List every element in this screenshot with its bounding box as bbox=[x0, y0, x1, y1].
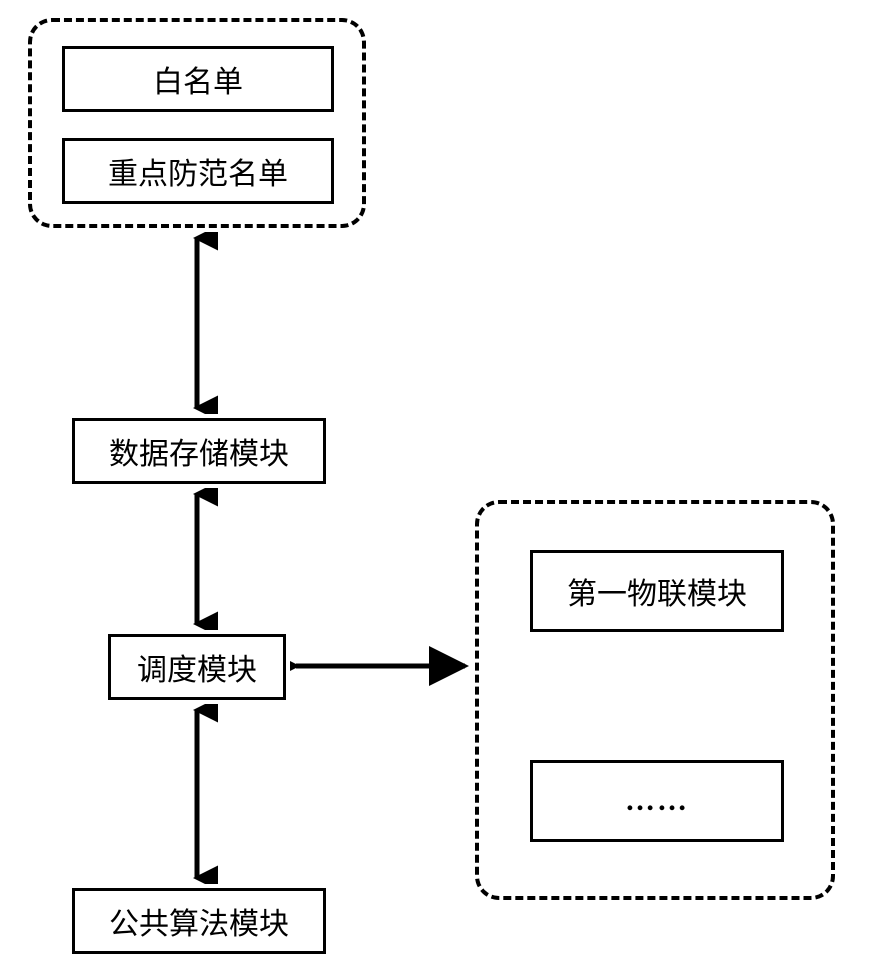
node-watchlist-label: 重点防范名单 bbox=[108, 149, 288, 193]
node-iot-module-1-label: 第一物联模块 bbox=[567, 569, 747, 613]
node-dispatch-label: 调度模块 bbox=[137, 645, 257, 689]
edge-dispatch-to-algo bbox=[176, 704, 218, 884]
edge-storage-to-dispatch bbox=[176, 488, 218, 630]
node-iot-more-label: …… bbox=[625, 784, 689, 818]
node-watchlist: 重点防范名单 bbox=[62, 138, 334, 204]
edge-topgroup-to-storage bbox=[176, 232, 218, 414]
node-public-algo-label: 公共算法模块 bbox=[109, 899, 289, 943]
node-data-storage-label: 数据存储模块 bbox=[109, 429, 289, 473]
edge-dispatch-to-iotgroup bbox=[290, 645, 471, 687]
node-whitelist-label: 白名单 bbox=[153, 57, 243, 101]
node-public-algo: 公共算法模块 bbox=[72, 888, 326, 954]
node-whitelist: 白名单 bbox=[62, 46, 334, 112]
node-data-storage: 数据存储模块 bbox=[72, 418, 326, 484]
node-iot-more: …… bbox=[530, 760, 784, 842]
node-iot-module-1: 第一物联模块 bbox=[530, 550, 784, 632]
node-dispatch: 调度模块 bbox=[108, 634, 286, 700]
